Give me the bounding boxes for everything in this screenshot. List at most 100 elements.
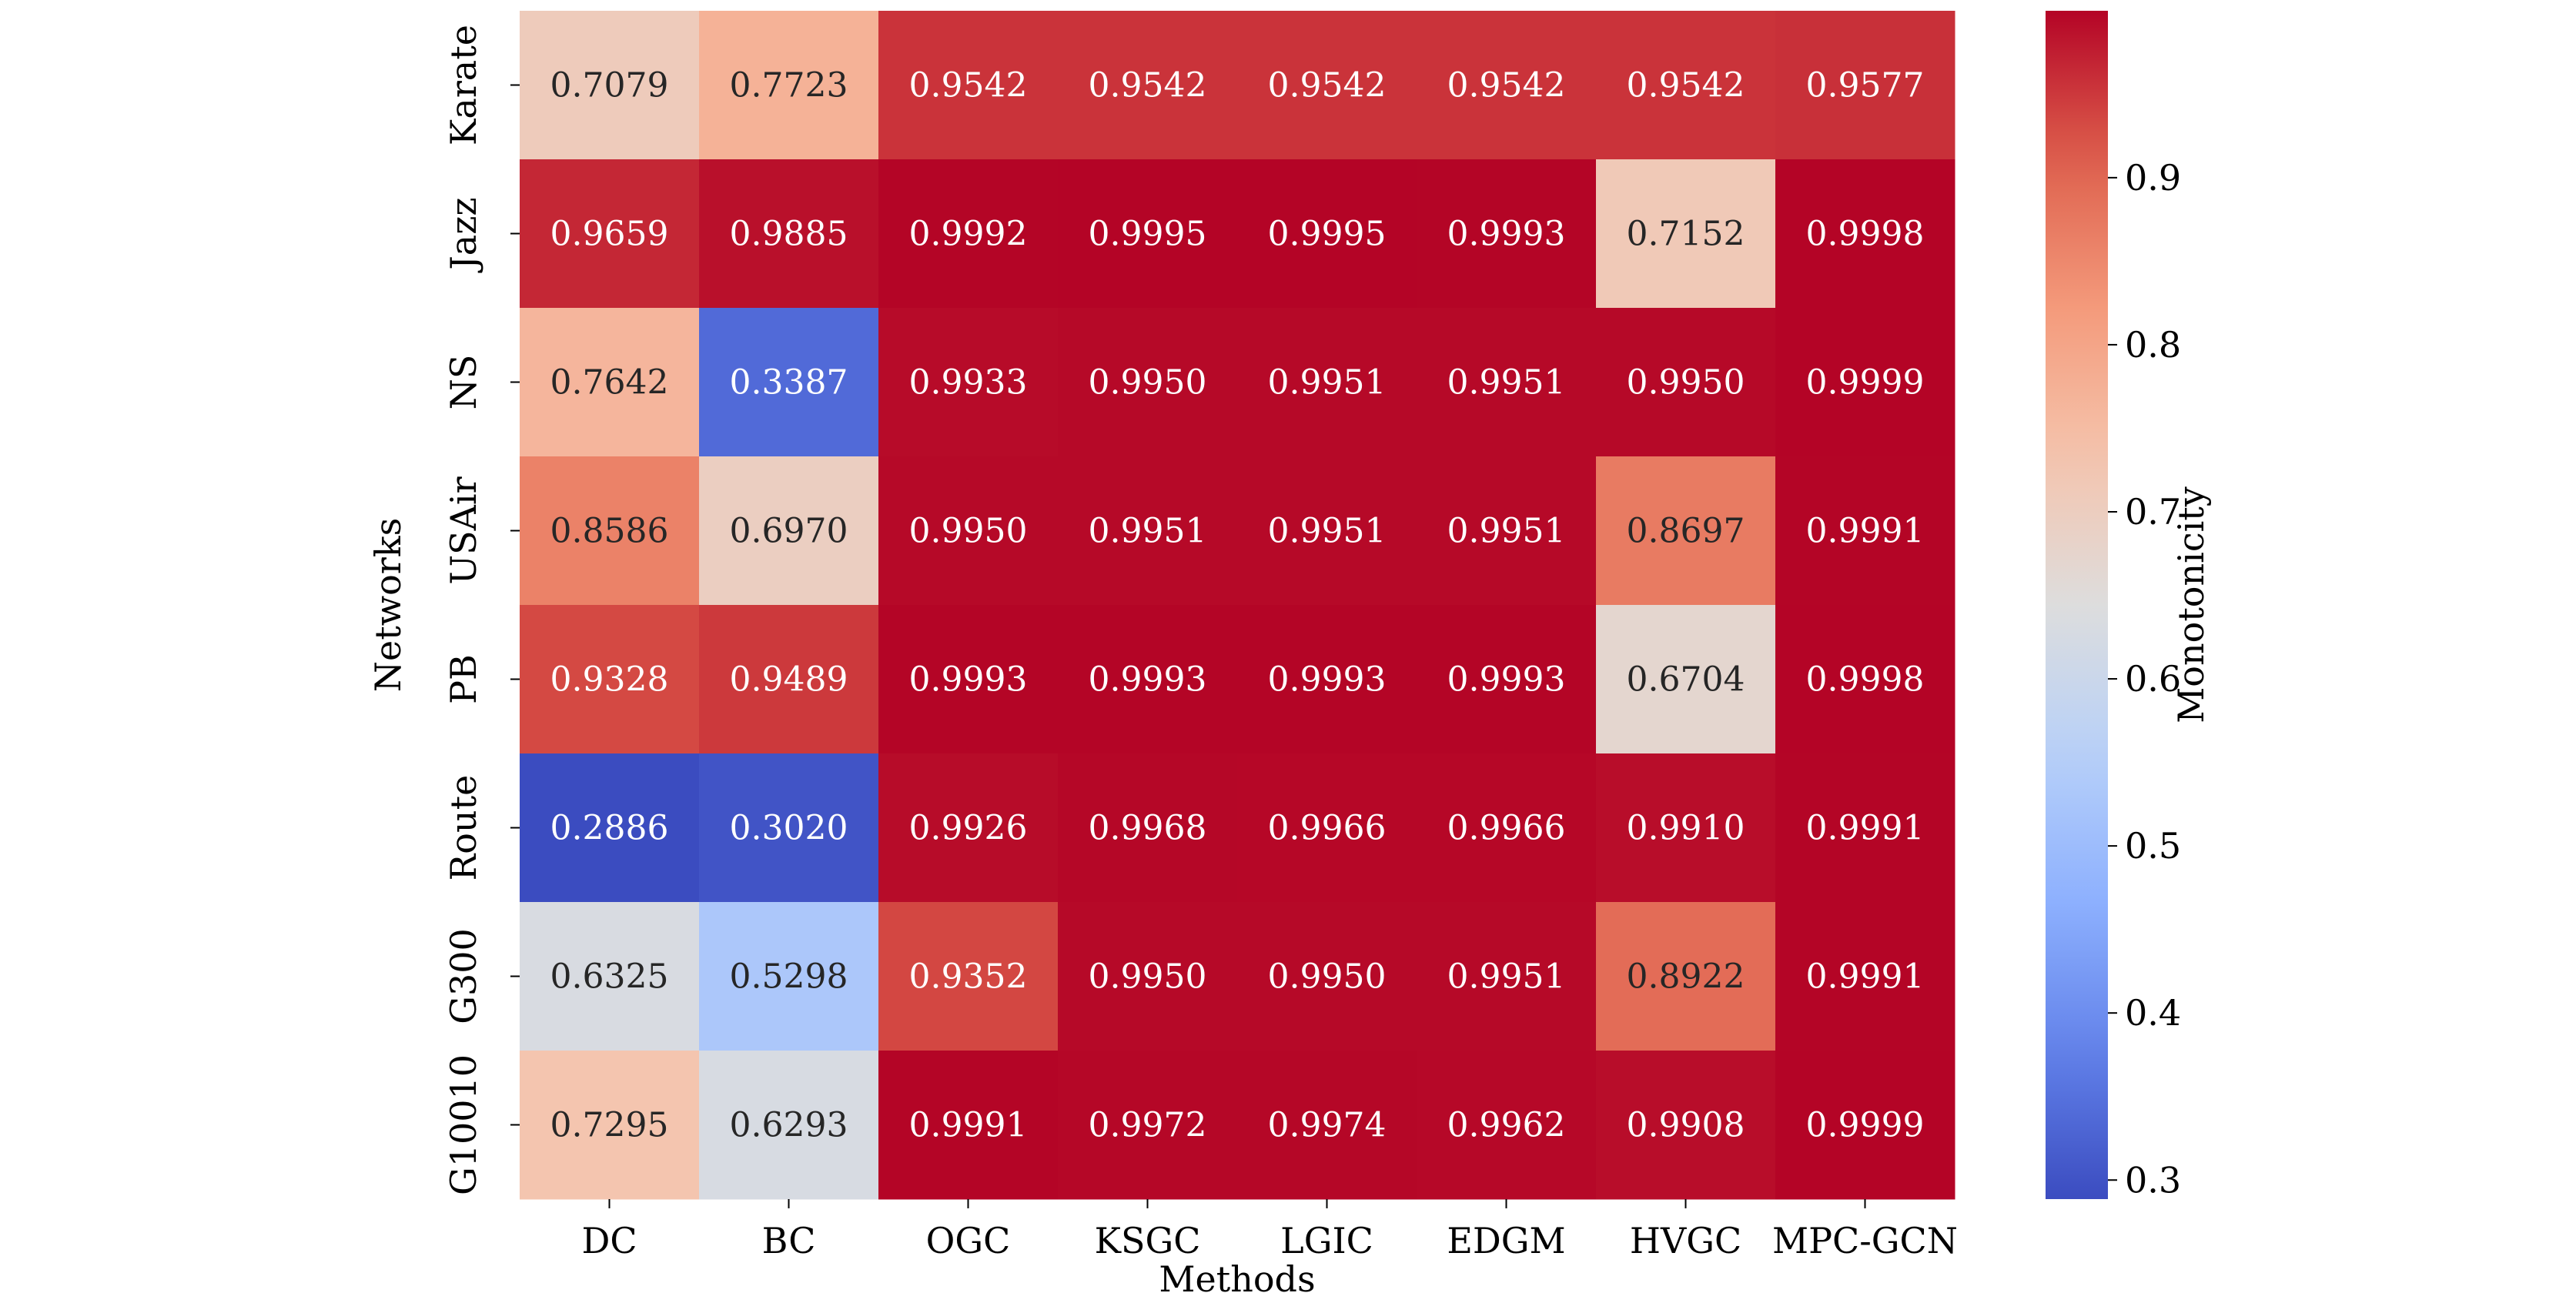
cell-value-label: 0.9995: [1268, 215, 1387, 254]
cell-value-label: 0.9542: [909, 66, 1028, 105]
heatmap-cell: [1417, 456, 1597, 606]
heatmap-cell: [1058, 159, 1238, 309]
cell-value-label: 0.9542: [1627, 66, 1745, 105]
cell-value-label: 0.9962: [1447, 1106, 1566, 1145]
heatmap-cell: [520, 902, 700, 1051]
heatmap-cell: [878, 902, 1059, 1051]
cell-value-label: 0.8586: [550, 512, 669, 551]
cell-value-label: 0.9993: [1447, 215, 1566, 254]
cell-value-label: 0.6325: [550, 957, 669, 997]
cell-value-label: 0.9966: [1447, 809, 1566, 848]
heatmap-cell: [699, 11, 879, 160]
cell-value-label: 0.9951: [1268, 512, 1387, 551]
cell-value-label: 0.9966: [1268, 809, 1387, 848]
cell-value-label: 0.9951: [1268, 363, 1387, 403]
heatmap-cell: [1417, 605, 1597, 754]
heatmap-cell: [1596, 159, 1776, 309]
cell-value-label: 0.5298: [730, 957, 848, 997]
cell-value-label: 0.9968: [1089, 809, 1207, 848]
heatmap-cell: [1596, 902, 1776, 1051]
x-tick-label: OGC: [926, 1220, 1011, 1261]
cell-value-label: 0.9951: [1089, 512, 1207, 551]
heatmap-cell: [1237, 11, 1417, 160]
cell-value-label: 0.7642: [550, 363, 669, 403]
cell-value-label: 0.9951: [1447, 512, 1566, 551]
heatmap-cell: [878, 1051, 1059, 1200]
heatmap-cell: [1058, 11, 1238, 160]
cell-value-label: 0.2886: [550, 809, 669, 848]
x-tick-label: EDGM: [1447, 1220, 1565, 1261]
cell-value-label: 0.6970: [730, 512, 848, 551]
heatmap-cell: [699, 753, 879, 903]
cell-value-label: 0.9950: [909, 512, 1028, 551]
heatmap-cell: [699, 456, 879, 606]
y-axis-label: Networks: [367, 518, 409, 693]
cell-value-label: 0.9577: [1806, 66, 1925, 105]
colorbar-tick-label: 0.7: [2125, 491, 2181, 533]
x-tick-label: MPC-GCN: [1772, 1220, 1958, 1261]
heatmap-cell: [1596, 456, 1776, 606]
cell-value-label: 0.9991: [909, 1106, 1028, 1145]
cell-value-label: 0.9995: [1089, 215, 1207, 254]
x-tick-label: DC: [581, 1220, 637, 1261]
cell-value-label: 0.7295: [550, 1106, 669, 1145]
heatmap-cell: [878, 11, 1059, 160]
heatmap-cell: [520, 456, 700, 606]
cell-value-label: 0.6293: [730, 1106, 848, 1145]
heatmap-cell: [520, 159, 700, 309]
cell-value-label: 0.9542: [1268, 66, 1387, 105]
heatmap-cell: [1596, 605, 1776, 754]
heatmap-cell: [1596, 1051, 1776, 1200]
colorbar-ticks: 0.3 0.4 0.5 0.6 0.7 0.8 0.9: [2108, 157, 2181, 1201]
y-tick-label: G10010: [443, 1054, 484, 1195]
y-tick-label: G300: [443, 928, 484, 1024]
heatmap-cell: [1417, 159, 1597, 309]
heatmap-cell: [699, 902, 879, 1051]
heatmap-cell: [1058, 308, 1238, 457]
heatmap-cell: [1775, 308, 1955, 457]
heatmap-cell: [1417, 1051, 1597, 1200]
cell-value-label: 0.9328: [550, 660, 669, 700]
heatmap-cell: [1596, 308, 1776, 457]
cell-value-label: 0.9991: [1806, 809, 1925, 848]
heatmap-cell: [520, 308, 700, 457]
cell-value-label: 0.9910: [1627, 809, 1745, 848]
colorbar-tick-label: 0.4: [2125, 992, 2181, 1034]
cell-value-label: 0.8922: [1627, 957, 1745, 997]
cell-value-label: 0.6704: [1627, 660, 1745, 700]
cell-value-label: 0.9542: [1447, 66, 1566, 105]
colorbar-tick-label: 0.5: [2125, 825, 2181, 867]
y-axis-ticks: Karate Jazz NS USAir PB Route G300 G10010: [443, 25, 520, 1195]
cell-value-label: 0.9951: [1447, 363, 1566, 403]
heatmap-cell: [1775, 456, 1955, 606]
x-tick-label: HVGC: [1630, 1220, 1741, 1261]
cell-value-label: 0.9993: [1268, 660, 1387, 700]
heatmap-cell: [520, 753, 700, 903]
heatmap-cell: [1775, 753, 1955, 903]
y-tick-label: Karate: [443, 25, 484, 145]
cell-value-label: 0.9993: [1089, 660, 1207, 700]
heatmap-cell: [1417, 902, 1597, 1051]
cell-value-label: 0.3020: [730, 809, 848, 848]
colorbar-label: Monotonicity: [2170, 486, 2212, 723]
cell-value-label: 0.9542: [1089, 66, 1207, 105]
heatmap-cell: [1058, 605, 1238, 754]
cell-value-label: 0.9998: [1806, 215, 1925, 254]
cell-value-label: 0.9933: [909, 363, 1028, 403]
cell-value-label: 0.9489: [730, 660, 848, 700]
heatmap-cell: [520, 11, 700, 160]
heatmap-cell: [878, 753, 1059, 903]
heatmap-cell: [1596, 11, 1776, 160]
heatmap-cell: [1775, 605, 1955, 754]
y-tick-label: USAir: [443, 476, 484, 584]
cell-value-label: 0.9951: [1447, 957, 1566, 997]
cell-value-label: 0.9659: [550, 215, 669, 254]
heatmap-cell: [1237, 1051, 1417, 1200]
cell-value-label: 0.9999: [1806, 363, 1925, 403]
heatmap-cell: [1596, 753, 1776, 903]
cell-value-label: 0.7723: [730, 66, 848, 105]
heatmap-cell: [1237, 308, 1417, 457]
heatmap-cell: [699, 159, 879, 309]
cell-value-label: 0.9991: [1806, 957, 1925, 997]
x-tick-label: LGIC: [1280, 1220, 1373, 1261]
